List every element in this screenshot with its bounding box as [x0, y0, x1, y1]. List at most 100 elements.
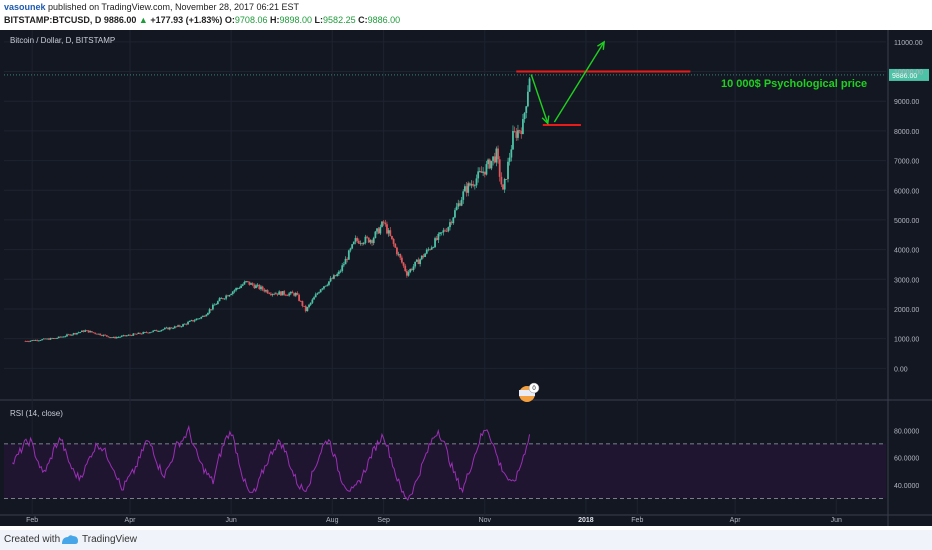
- candle-body: [142, 332, 145, 334]
- candle-body: [265, 290, 267, 292]
- candle-body: [72, 333, 75, 335]
- change-arrow-icon: ▲: [138, 15, 148, 25]
- candle-body: [294, 292, 297, 296]
- candle-body: [155, 329, 158, 332]
- candle-body: [59, 336, 62, 338]
- candle-body: [251, 283, 254, 286]
- candle-body: [382, 221, 385, 223]
- candle-body: [508, 157, 511, 162]
- candle-body: [367, 237, 370, 243]
- candle-body: [334, 275, 337, 277]
- candle-body: [306, 307, 309, 312]
- candle-body: [170, 327, 173, 329]
- candle-body: [148, 332, 151, 334]
- candle-body: [347, 250, 350, 260]
- arrow-down-icon[interactable]: [530, 74, 550, 126]
- candle-body: [137, 332, 140, 334]
- candle-body: [231, 291, 234, 295]
- author-name[interactable]: vasounek: [4, 2, 46, 12]
- candle-body: [260, 286, 262, 290]
- x-tick-label: Jun: [225, 517, 236, 524]
- price-tick-label: 0.00: [894, 366, 908, 373]
- candle-body: [167, 327, 170, 330]
- candle-body: [336, 273, 339, 277]
- candle-body: [29, 340, 32, 342]
- candle-body: [298, 294, 301, 301]
- candle-body: [89, 331, 92, 333]
- candle-body: [493, 156, 496, 163]
- candle-body: [263, 289, 266, 292]
- candle-body: [132, 333, 135, 336]
- candle-body: [195, 318, 198, 321]
- candle-body: [387, 230, 390, 234]
- candle-body: [326, 284, 329, 286]
- candle-body: [372, 238, 375, 244]
- candle-body: [468, 183, 471, 186]
- price-tick-label: 3000.00: [894, 277, 919, 284]
- candle-body: [440, 232, 443, 234]
- candle-body: [112, 337, 115, 338]
- candle-body: [410, 269, 413, 270]
- low-value: 9582.25: [323, 15, 356, 25]
- candle-body: [71, 334, 73, 336]
- candle-body: [351, 244, 354, 249]
- candle-body: [397, 253, 400, 255]
- candle-body: [192, 320, 194, 322]
- candle-body: [160, 329, 163, 331]
- candle-body: [430, 247, 433, 250]
- candle-body: [463, 186, 466, 192]
- candle-body: [134, 333, 136, 335]
- candle-body: [44, 338, 47, 340]
- candle-body: [311, 299, 314, 303]
- candle-body: [435, 238, 438, 240]
- price-tick-label: 8000.00: [894, 129, 919, 136]
- arrow-up-icon[interactable]: [553, 40, 606, 123]
- candle-body: [400, 257, 403, 263]
- events-badge[interactable]: 0: [519, 382, 540, 402]
- candle-body: [49, 338, 52, 340]
- candle-body: [105, 335, 108, 337]
- candle-body: [520, 130, 523, 135]
- candle-body: [473, 185, 476, 187]
- candle-body: [356, 238, 359, 241]
- candle-body: [228, 294, 231, 297]
- candle-body: [439, 232, 441, 234]
- candle-body: [120, 335, 123, 337]
- candle-body: [202, 315, 204, 317]
- x-tick-label: Sep: [377, 517, 390, 524]
- candle-body: [513, 131, 516, 132]
- tradingview-brand[interactable]: TradingView: [82, 534, 138, 545]
- candle-body: [46, 338, 49, 340]
- candle-body: [429, 249, 431, 251]
- candle-body: [437, 233, 440, 240]
- last-price: 9886.00: [103, 15, 137, 25]
- candle-body: [384, 222, 387, 225]
- candle-body: [122, 335, 125, 337]
- candle-body: [52, 338, 55, 340]
- candle-body: [492, 156, 494, 161]
- candle-body: [477, 171, 480, 179]
- candle-body: [323, 286, 325, 289]
- candle-body: [216, 301, 219, 305]
- candle-body: [274, 293, 277, 295]
- candle-body: [51, 338, 53, 339]
- rsi-tick-label: 80.0000: [894, 428, 919, 435]
- candle-body: [331, 278, 334, 280]
- candle-body: [198, 318, 201, 320]
- candle-body: [210, 309, 213, 311]
- candle-body: [314, 294, 317, 298]
- candle-body: [389, 230, 392, 236]
- candle-body: [168, 327, 171, 330]
- candle-body: [402, 262, 405, 266]
- price-tick-label: 1000.00: [894, 337, 919, 344]
- candle-body: [500, 176, 503, 185]
- candle-body: [104, 334, 107, 336]
- candle-body: [318, 292, 320, 294]
- candle-body: [304, 306, 307, 312]
- candle-body: [90, 331, 93, 333]
- candle-body: [503, 178, 506, 190]
- candle-body: [162, 329, 165, 331]
- candle-body: [238, 287, 241, 289]
- published-text: published on TradingView.com, November 2…: [48, 2, 300, 12]
- chart-area[interactable]: 9886.00 0.00 1000.00 2000.00 3000.00 4000.00…: [0, 28, 932, 528]
